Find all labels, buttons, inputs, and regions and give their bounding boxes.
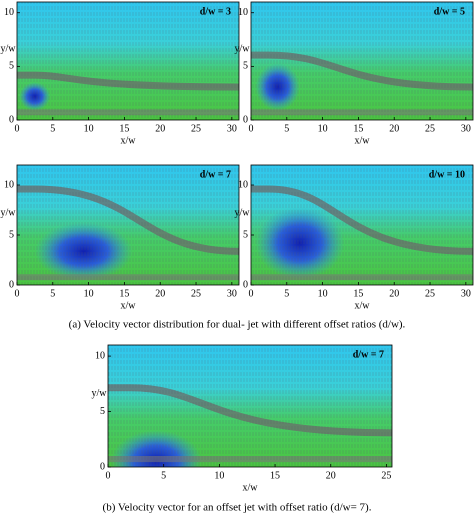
- x-tick-label: 25: [191, 288, 201, 299]
- x-tick-label: 15: [119, 123, 129, 134]
- frame: [16, 164, 240, 286]
- panel: 0 5 10 15 20 25 30 0 5 10 x/w y/w d/w = 3: [1, 1, 240, 146]
- caption: (b) Velocity vector for an offset jet wi…: [103, 502, 372, 514]
- y-axis-label: y/w: [1, 207, 17, 218]
- x-tick-label: 15: [353, 123, 363, 134]
- x-tick-label: 0: [249, 123, 254, 134]
- vectors: [108, 345, 392, 467]
- x-axis-label: x/w: [355, 135, 371, 146]
- panel-label: d/w = 10: [429, 169, 465, 180]
- y-tick-label: 10: [4, 179, 14, 190]
- x-tick-label: 25: [425, 123, 435, 134]
- plot-area: [251, 165, 473, 285]
- x-tick-label: 0: [249, 288, 254, 299]
- x-tick-label: 5: [50, 123, 55, 134]
- y-tick-label: 10: [95, 350, 105, 361]
- x-tick-label: 20: [155, 123, 165, 134]
- x-tick-label: 0: [15, 123, 20, 134]
- panel: 0 5 10 15 20 25 30 0 5 10 x/w y/w d/w = 7: [1, 164, 240, 311]
- y-tick-label: 0: [9, 114, 14, 125]
- y-tick-label: 10: [238, 7, 248, 18]
- x-tick-label: 15: [119, 288, 129, 299]
- x-tick-label: 10: [318, 123, 328, 134]
- y-tick-label: 5: [9, 229, 14, 240]
- vectors: [17, 2, 239, 120]
- frame: [250, 164, 474, 286]
- x-axis-label: x/w: [121, 135, 137, 146]
- y-tick-label: 0: [100, 461, 105, 472]
- y-axis-label: y/w: [235, 207, 251, 218]
- panel-label: d/w = 7: [353, 349, 384, 360]
- y-tick-label: 0: [243, 279, 248, 290]
- panel-label: d/w = 5: [434, 6, 465, 17]
- frame: [107, 344, 393, 468]
- x-tick-label: 5: [161, 470, 166, 481]
- x-tick-label: 15: [353, 288, 363, 299]
- x-tick-label: 10: [318, 288, 328, 299]
- x-tick-label: 30: [227, 123, 237, 134]
- vectors: [251, 165, 473, 285]
- frame: [250, 1, 474, 121]
- x-tick-label: 25: [425, 288, 435, 299]
- x-tick-label: 10: [214, 470, 224, 481]
- x-tick-label: 30: [461, 288, 471, 299]
- y-tick-label: 5: [243, 61, 248, 72]
- panel-label: d/w = 7: [200, 169, 231, 180]
- x-tick-label: 30: [461, 123, 471, 134]
- vectors: [251, 2, 473, 120]
- x-tick-label: 25: [381, 470, 391, 481]
- x-tick-label: 5: [284, 288, 289, 299]
- x-tick-label: 10: [84, 123, 94, 134]
- x-tick-label: 20: [326, 470, 336, 481]
- y-tick-label: 10: [238, 179, 248, 190]
- vectors: [17, 165, 239, 285]
- plot-area: [251, 2, 473, 120]
- x-tick-label: 0: [106, 470, 111, 481]
- plot-area: [108, 345, 392, 467]
- x-tick-label: 20: [389, 123, 399, 134]
- y-tick-label: 5: [9, 61, 14, 72]
- y-tick-label: 5: [243, 229, 248, 240]
- y-tick-label: 0: [9, 279, 14, 290]
- plot-area: [17, 165, 239, 285]
- panel: 0 5 10 15 20 25 0 5 10 x/w y/w d/w = 7: [92, 344, 393, 493]
- x-tick-label: 25: [191, 123, 201, 134]
- y-axis-label: y/w: [92, 388, 108, 399]
- x-tick-label: 5: [50, 288, 55, 299]
- x-axis-label: x/w: [355, 300, 371, 311]
- x-axis-label: x/w: [243, 482, 259, 493]
- x-tick-label: 15: [270, 470, 280, 481]
- plot-area: [17, 2, 239, 120]
- y-tick-label: 10: [4, 7, 14, 18]
- x-tick-label: 20: [389, 288, 399, 299]
- y-tick-label: 5: [100, 406, 105, 417]
- x-tick-label: 5: [284, 123, 289, 134]
- y-axis-label: y/w: [1, 43, 17, 54]
- x-tick-label: 0: [15, 288, 20, 299]
- panel-label: d/w = 3: [200, 6, 231, 17]
- x-tick-label: 30: [227, 288, 237, 299]
- y-tick-label: 0: [243, 114, 248, 125]
- y-axis-label: y/w: [235, 43, 251, 54]
- panel: 0 5 10 15 20 25 30 0 5 10 x/w y/w d/w = 5: [235, 1, 474, 146]
- x-axis-label: x/w: [121, 300, 137, 311]
- x-tick-label: 10: [84, 288, 94, 299]
- caption: (a) Velocity vector distribution for dua…: [69, 319, 406, 331]
- frame: [16, 1, 240, 121]
- panel: 0 5 10 15 20 25 30 0 5 10 x/w y/w d/w = 10: [235, 164, 474, 311]
- x-tick-label: 20: [155, 288, 165, 299]
